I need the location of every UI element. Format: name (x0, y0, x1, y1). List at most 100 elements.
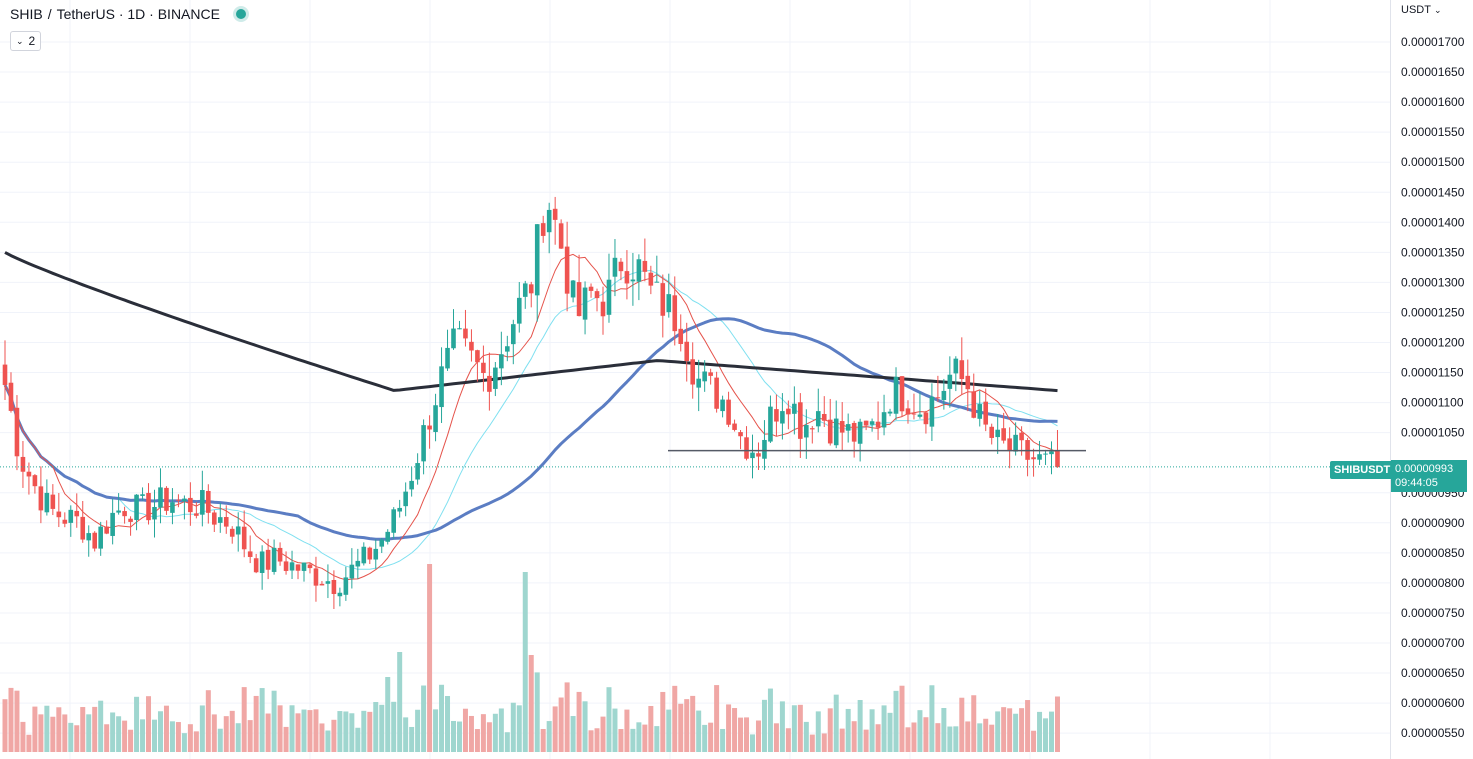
price-axis-label: 0.00001500 (1401, 155, 1465, 169)
candle-body (86, 533, 92, 541)
pair-separator: / (47, 6, 52, 22)
volume-bar (271, 690, 277, 752)
volume-bar (319, 723, 325, 752)
volume-bar (1037, 711, 1043, 752)
volume-bar (528, 655, 534, 752)
candle-body (660, 283, 666, 316)
market-status-icon (235, 9, 246, 19)
symbol-name[interactable]: SHIB (10, 6, 43, 22)
candle-body (337, 592, 343, 597)
candle-body (301, 562, 307, 571)
candle-body (295, 564, 301, 571)
volume-bar (385, 677, 391, 752)
candle-body (738, 432, 743, 437)
candle-body (158, 487, 163, 508)
candle-body (744, 437, 749, 459)
candle-body (552, 208, 558, 220)
volume-bar (1001, 707, 1007, 752)
price-axis-label: 0.00000550 (1401, 726, 1465, 740)
volume-bar (821, 733, 827, 752)
volume-bar (660, 691, 666, 752)
volume-bar (468, 715, 474, 752)
candle-body (564, 246, 570, 294)
volume-bar (666, 709, 672, 752)
volume-bar (367, 711, 373, 752)
volume-bar (923, 717, 929, 752)
candle-body (923, 412, 929, 425)
price-axis-label: 0.00001550 (1401, 125, 1465, 139)
last-price-tag: 0.00000993 09:44:05 (1391, 460, 1467, 492)
volume-bar (439, 684, 445, 752)
volume-bar (845, 708, 851, 752)
volume-bar (576, 691, 582, 752)
ma-black-line (4, 251, 1058, 393)
price-axis-label: 0.00001100 (1401, 396, 1464, 410)
volume-bar (684, 699, 690, 752)
candle-body (188, 497, 193, 513)
candle-body (959, 360, 965, 380)
volume-bar (134, 696, 140, 752)
candle-body (259, 551, 265, 573)
volume-bar (755, 720, 761, 752)
candle-body (750, 452, 755, 459)
candle-body (576, 282, 582, 317)
volume-bar (433, 709, 439, 752)
candle-body (582, 287, 588, 320)
candle-body (32, 475, 38, 487)
volume-bar (283, 726, 289, 752)
volume-bar (941, 707, 947, 752)
candle-body (433, 405, 438, 432)
volume-bar (600, 716, 606, 752)
quote-exchange[interactable]: TetherUS · 1D · BINANCE (56, 6, 220, 22)
volume-bar (474, 729, 480, 752)
volume-bar (152, 719, 157, 752)
last-price-value: 0.00000993 (1395, 463, 1454, 475)
volume-bar (791, 705, 797, 752)
candle-body (606, 279, 612, 315)
candle-body (642, 260, 648, 272)
volume-bar (522, 572, 528, 752)
candle-body (20, 456, 26, 472)
volume-bar (295, 713, 301, 752)
candle-body (792, 403, 797, 414)
candle-body (152, 506, 157, 520)
volume-bar (205, 690, 211, 752)
candle-body (194, 513, 199, 516)
candle-body (618, 261, 624, 272)
volume-bar (259, 688, 265, 752)
candle-body (56, 511, 62, 518)
volume-bar (122, 720, 128, 752)
volume-bar (98, 700, 104, 752)
candle-body (977, 404, 983, 419)
volume-bar (492, 713, 498, 752)
candle-body (827, 419, 833, 444)
volume-bar (486, 722, 492, 752)
candle-body (200, 490, 205, 515)
candle-body (845, 424, 851, 431)
candle-body (62, 519, 68, 524)
volume-bar (744, 717, 750, 752)
volume-bar (307, 710, 313, 752)
volume-bar (953, 726, 959, 752)
volume-bar (415, 709, 421, 752)
volume-bar (128, 729, 134, 752)
candle-body (965, 375, 971, 390)
volume-bar (995, 711, 1001, 752)
price-axis-label: 0.00001150 (1401, 366, 1464, 380)
indicators-collapse-button[interactable]: ⌄ 2 (10, 31, 42, 51)
currency-selector[interactable]: USDT ⌄ (1401, 4, 1442, 16)
volume-bar (833, 694, 839, 752)
volume-bar (44, 705, 50, 752)
volume-bar (8, 687, 14, 752)
candle-body (481, 362, 486, 374)
candle-body (1031, 457, 1036, 460)
candle-body (217, 517, 223, 523)
volume-bar (92, 706, 98, 752)
volume-bar (642, 724, 648, 752)
candle-body (714, 377, 719, 409)
candle-body (875, 421, 881, 428)
volume-bar (546, 721, 552, 752)
volume-bar (146, 696, 152, 752)
candle-body (756, 453, 761, 457)
